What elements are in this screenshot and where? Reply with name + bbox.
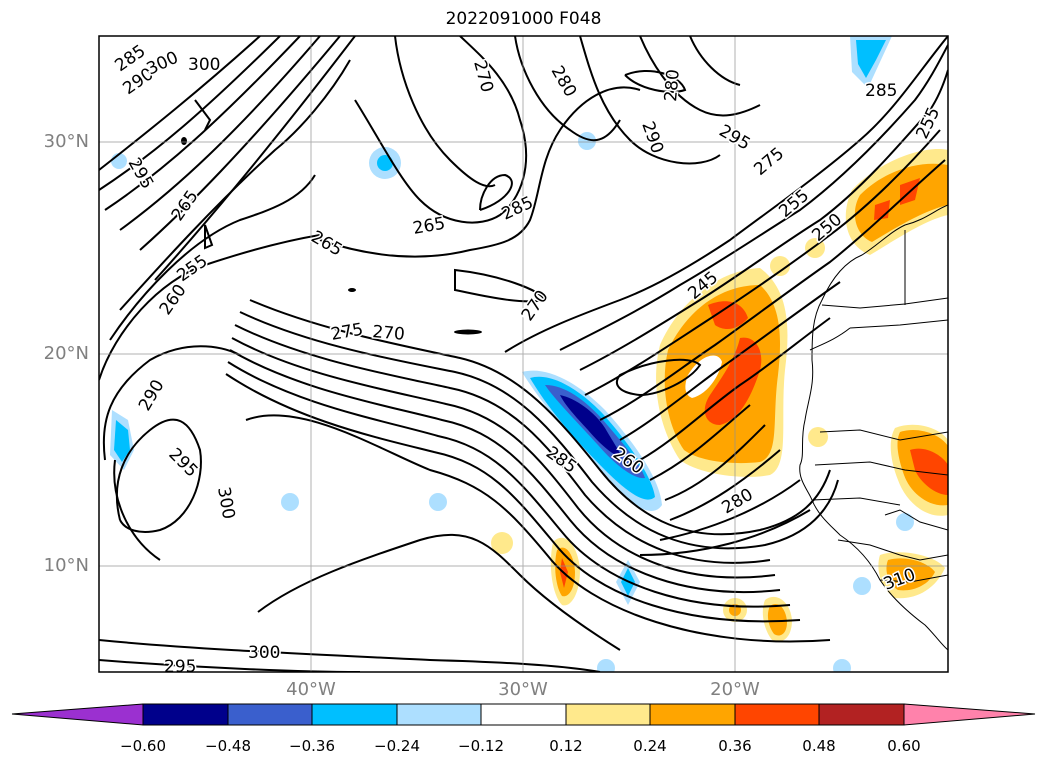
contour-dots [181,137,482,335]
colorbar-tick: 0.12 [549,737,583,755]
small-orange-1 [491,532,513,554]
lat-label: 30°N [43,131,89,152]
contour-label: 300 [188,55,220,75]
contour-label: 295 [164,444,201,481]
contour-label: 300 [213,485,238,520]
colorbar-tick: 0.48 [802,737,836,755]
colorbar-tick: 0.36 [718,737,752,755]
lat-label: 10°N [43,555,89,576]
small-blue-4 [281,493,299,511]
contour-label: 285 [865,81,897,101]
s-positive-1c [767,603,787,636]
contour-label: 300 [144,48,182,80]
small-blue-6 [853,577,871,595]
colorbar [11,703,1036,726]
contour-label: 260 [156,281,191,319]
map-title: 2022091000 F048 [445,9,602,29]
shading-layer [110,36,948,672]
lon-label: 20°W [710,679,760,700]
negative-shading-center [560,395,622,458]
lon-label: 40°W [286,679,336,700]
contour-label: 265 [308,227,346,261]
contour-label: 270 [469,58,497,95]
gridlines [99,36,948,672]
contour-label: 265 [411,214,446,239]
colorbar-tick: −0.12 [458,737,504,755]
contour-label: 275 [329,320,364,345]
west-blue-core [114,420,130,462]
contour-label: 280 [661,68,684,102]
small-blue-9 [833,659,851,672]
colorbar-tick: −0.60 [120,737,166,755]
contour-label: 295 [164,657,196,677]
colorbar-tick: −0.24 [374,737,420,755]
small-blue-5 [429,493,447,511]
small-orange-3 [808,427,828,447]
contour-label: 255 [912,104,944,142]
colorbar-tick: −0.48 [205,737,251,755]
contour-label: 275 [750,144,788,180]
small-blue-7 [896,513,914,531]
colorbar-extend-high [903,703,1036,726]
contour-label: 255 [775,186,813,222]
contour-label: 295 [124,155,158,193]
lat-label: 20°N [43,343,89,364]
plot-frame [98,35,949,673]
small-blue-8 [597,659,615,672]
north-blue-core [856,40,886,78]
lon-label: 30°W [498,679,548,700]
small-blue-1c [377,155,393,171]
east-positive-core [910,448,948,495]
northeast-positive-core-2 [874,200,890,220]
contour-label: 300 [248,643,280,663]
positive-shading-core [708,301,748,330]
contour-label: 270 [372,322,406,345]
contour-label: 255 [173,251,211,286]
colorbar-tick: 0.24 [633,737,667,755]
contour-label: 280 [547,63,581,101]
coastlines [799,204,948,651]
contours [99,36,948,672]
contour-label: 280 [719,485,757,519]
contour-label: 290 [135,376,169,414]
positive-shading-core-2 [704,337,762,425]
colorbar-tick: −0.36 [289,737,335,755]
small-orange-5 [770,256,790,276]
colorbar-tick: 0.60 [887,737,921,755]
colorbar-extend-low [11,703,144,726]
